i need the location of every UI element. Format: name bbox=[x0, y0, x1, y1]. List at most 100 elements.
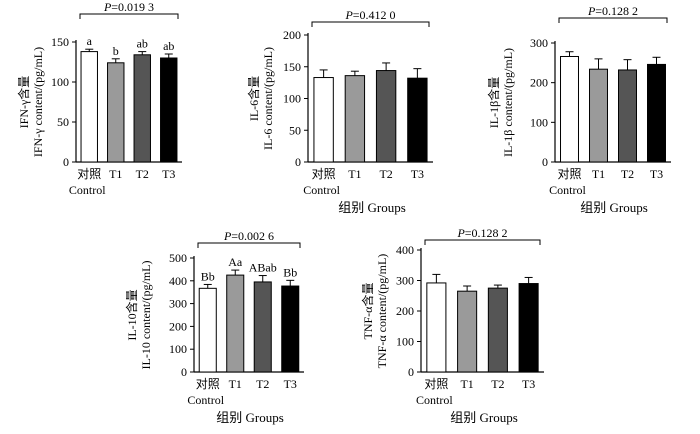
y-tick-label: 0 bbox=[295, 155, 301, 169]
y-tick-label: 50 bbox=[289, 123, 301, 137]
bar bbox=[647, 63, 666, 163]
y-axis-label-en: IL-1β content/(pg/mL) bbox=[501, 48, 515, 157]
x-tick-label: T2 bbox=[136, 167, 149, 181]
x-axis-title: 组别 Groups bbox=[580, 200, 648, 215]
y-axis-label-en: IL-10 content/(pg/mL) bbox=[139, 261, 153, 370]
significance-letter: Bb bbox=[283, 265, 297, 279]
bar bbox=[313, 77, 334, 163]
bar bbox=[80, 51, 98, 163]
x-tick-label: 对照 bbox=[77, 167, 101, 181]
y-tick-label: 0 bbox=[63, 155, 69, 169]
bar bbox=[518, 283, 539, 373]
y-tick-label: 150 bbox=[283, 60, 301, 74]
x-tick-label: Control bbox=[69, 183, 106, 197]
y-axis-label-cn: IL-1β含量 bbox=[486, 77, 501, 128]
p-value-label: P=0.128 2 bbox=[587, 4, 638, 18]
y-tick-label: 200 bbox=[396, 304, 414, 318]
significance-letter: b bbox=[113, 44, 119, 58]
y-tick-label: 500 bbox=[169, 251, 187, 265]
y-tick-label: 200 bbox=[283, 28, 301, 42]
x-tick-label: 对照 bbox=[424, 377, 448, 391]
y-axis-label-cn: IL-10含量 bbox=[124, 289, 139, 340]
y-axis-label-cn: IFN-γ含量 bbox=[16, 76, 31, 129]
x-tick-label: Control bbox=[416, 393, 453, 407]
x-tick-label: T1 bbox=[229, 377, 242, 391]
bar bbox=[281, 285, 300, 373]
significance-letter: Bb bbox=[201, 269, 215, 283]
x-tick-label: T3 bbox=[162, 167, 175, 181]
x-tick-label: Control bbox=[549, 183, 586, 197]
x-tick-label: T1 bbox=[460, 377, 473, 391]
y-tick-label: 100 bbox=[169, 342, 187, 356]
x-tick-label: T2 bbox=[256, 377, 269, 391]
chart-panel-1: 0 50 100 150 a 对照 Control b T1 ab T2 ab T3 P=0.019 3 I… bbox=[16, 0, 182, 197]
bar bbox=[426, 282, 447, 373]
bar bbox=[457, 290, 478, 373]
bar bbox=[487, 287, 508, 373]
x-axis-title: 组别 Groups bbox=[450, 410, 518, 425]
p-value-bracket bbox=[197, 242, 301, 248]
p-value-label: P=0.019 3 bbox=[103, 0, 154, 14]
y-axis-label-cn: TNF-α含量 bbox=[360, 283, 375, 340]
bar bbox=[344, 75, 366, 163]
x-tick-label: T3 bbox=[284, 377, 297, 391]
p-value-bracket bbox=[79, 13, 179, 19]
x-tick-label: 对照 bbox=[312, 167, 336, 181]
y-tick-label: 200 bbox=[530, 76, 548, 90]
y-tick-label: 100 bbox=[283, 92, 301, 106]
bar bbox=[160, 57, 178, 163]
p-value-label: P=0.002 6 bbox=[223, 229, 274, 243]
y-tick-label: 50 bbox=[57, 115, 69, 129]
y-tick-label: 200 bbox=[169, 319, 187, 333]
bar bbox=[107, 62, 125, 163]
significance-letter: ab bbox=[163, 39, 174, 53]
chart-panel-2: 0 50 100 150 200 对照 Control T1 T2 T3 P=0.412 0 IL-6… bbox=[246, 8, 433, 215]
x-axis-title: 组别 Groups bbox=[338, 200, 406, 215]
bar bbox=[407, 77, 428, 163]
y-tick-label: 0 bbox=[181, 365, 187, 379]
bar bbox=[375, 70, 397, 163]
x-tick-label: T3 bbox=[411, 167, 424, 181]
bar bbox=[226, 274, 245, 373]
bar bbox=[589, 68, 608, 163]
x-tick-label: T1 bbox=[109, 167, 122, 181]
y-axis-label-en: IL-6 content/(pg/mL) bbox=[261, 47, 275, 150]
p-value-label: P=0.128 2 bbox=[456, 226, 507, 240]
y-tick-label: 100 bbox=[530, 115, 548, 129]
y-tick-label: 150 bbox=[51, 35, 69, 49]
y-tick-label: 400 bbox=[169, 274, 187, 288]
chart-panel-4: 0 100 200 300 400 500 Bb 对照 Control Aa T1 ABab T2 Bb T… bbox=[124, 229, 304, 425]
x-tick-label: T2 bbox=[379, 167, 392, 181]
bar bbox=[618, 69, 637, 163]
x-axis-title: 组别 Groups bbox=[216, 410, 284, 425]
chart-panel-3: 0 100 200 300 对照 Control T1 T2 T3 P=0.128 2 IL-1β含… bbox=[486, 4, 671, 215]
y-tick-label: 0 bbox=[408, 365, 414, 379]
significance-letter: ABab bbox=[249, 261, 277, 275]
x-tick-label: T1 bbox=[348, 167, 361, 181]
bar bbox=[560, 55, 579, 163]
bar bbox=[198, 287, 217, 373]
significance-letter: ab bbox=[137, 37, 148, 51]
x-tick-label: Control bbox=[187, 393, 224, 407]
chart-panel-5: 0 100 200 300 400 对照 Control T1 T2 T3 P=0.128 2 TNF… bbox=[360, 226, 544, 425]
significance-letter: Aa bbox=[228, 255, 243, 269]
y-axis-label-en: IFN-γ content/(pg/mL) bbox=[31, 47, 45, 157]
x-tick-label: T3 bbox=[522, 377, 535, 391]
x-tick-label: Control bbox=[303, 183, 340, 197]
y-tick-label: 0 bbox=[542, 155, 548, 169]
y-tick-label: 300 bbox=[169, 297, 187, 311]
y-tick-label: 400 bbox=[396, 243, 414, 257]
p-value-bracket bbox=[424, 239, 541, 245]
y-tick-label: 300 bbox=[530, 36, 548, 50]
p-value-label: P=0.412 0 bbox=[344, 8, 395, 22]
bar bbox=[253, 281, 272, 373]
y-tick-label: 300 bbox=[396, 274, 414, 288]
significance-letter: a bbox=[87, 34, 93, 48]
p-value-bracket bbox=[311, 21, 430, 27]
y-axis-label-en: TNF-α content/(pg/mL) bbox=[375, 254, 389, 369]
x-tick-label: T1 bbox=[592, 167, 605, 181]
x-tick-label: T3 bbox=[650, 167, 663, 181]
bar bbox=[133, 54, 151, 163]
x-tick-label: T2 bbox=[491, 377, 504, 391]
